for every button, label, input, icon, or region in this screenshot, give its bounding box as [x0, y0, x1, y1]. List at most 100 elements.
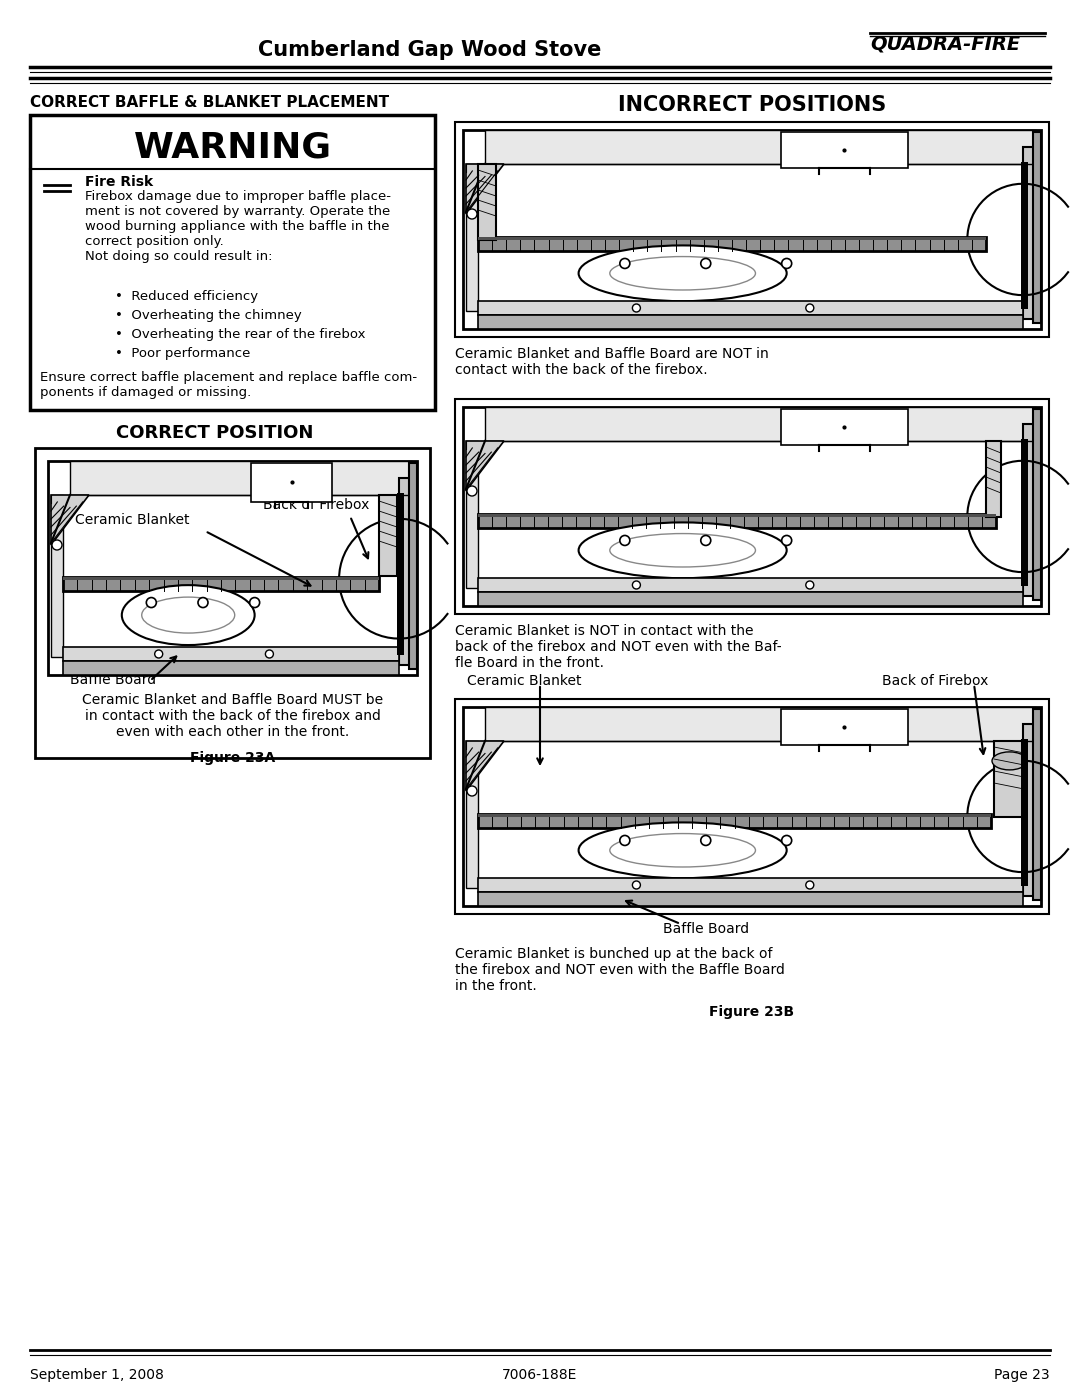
- Polygon shape: [465, 441, 504, 490]
- Bar: [478, 300, 1023, 314]
- Text: WARNING: WARNING: [134, 131, 332, 165]
- Ellipse shape: [610, 257, 756, 291]
- Circle shape: [806, 882, 814, 888]
- Bar: [1032, 409, 1041, 599]
- Circle shape: [620, 258, 630, 268]
- Text: Ceramic Blanket: Ceramic Blanket: [467, 673, 581, 687]
- Bar: [51, 495, 63, 657]
- Bar: [478, 893, 1023, 907]
- Text: Figure 23B: Figure 23B: [710, 1004, 795, 1018]
- Text: Ensure correct baffle placement and replace baffle com-
ponents if damaged or mi: Ensure correct baffle placement and repl…: [40, 372, 417, 400]
- Text: Ceramic Blanket: Ceramic Blanket: [75, 513, 189, 527]
- Bar: [397, 493, 404, 655]
- Circle shape: [620, 835, 630, 845]
- Circle shape: [633, 305, 640, 312]
- Text: Baffle Board: Baffle Board: [70, 673, 157, 687]
- Ellipse shape: [579, 522, 786, 578]
- Circle shape: [701, 258, 711, 268]
- Text: INCORRECT POSITIONS: INCORRECT POSITIONS: [618, 95, 886, 115]
- Text: Cumberland Gap Wood Stove: Cumberland Gap Wood Stove: [258, 41, 602, 60]
- Bar: [485, 130, 1036, 163]
- Bar: [485, 407, 1036, 441]
- Circle shape: [782, 835, 792, 845]
- Text: Page 23: Page 23: [995, 1368, 1050, 1382]
- Bar: [1032, 131, 1041, 323]
- Circle shape: [467, 787, 477, 796]
- Text: •  Overheating the rear of the firebox: • Overheating the rear of the firebox: [114, 328, 365, 341]
- Bar: [485, 707, 1036, 740]
- Text: Ceramic Blanket is NOT in contact with the
back of the firebox and NOT even with: Ceramic Blanket is NOT in contact with t…: [455, 624, 782, 671]
- Bar: [478, 814, 991, 828]
- Bar: [455, 122, 1049, 337]
- Ellipse shape: [610, 834, 756, 868]
- Text: CORRECT POSITION: CORRECT POSITION: [117, 425, 313, 441]
- Circle shape: [266, 650, 273, 658]
- Bar: [455, 698, 1049, 914]
- Circle shape: [782, 535, 792, 545]
- Ellipse shape: [610, 534, 756, 567]
- Bar: [1023, 147, 1041, 319]
- Bar: [35, 448, 430, 759]
- Circle shape: [806, 305, 814, 312]
- Text: Figure 23A: Figure 23A: [190, 752, 275, 766]
- Bar: [465, 740, 478, 888]
- Bar: [478, 314, 1023, 330]
- Ellipse shape: [141, 597, 234, 633]
- Bar: [781, 710, 908, 745]
- Text: Baffle Board: Baffle Board: [663, 922, 750, 936]
- Bar: [463, 407, 1041, 606]
- Polygon shape: [465, 163, 504, 214]
- Bar: [478, 578, 1023, 592]
- Circle shape: [701, 535, 711, 545]
- Circle shape: [701, 835, 711, 845]
- Bar: [63, 577, 379, 580]
- Polygon shape: [465, 740, 504, 791]
- Bar: [478, 814, 991, 817]
- Text: •  Poor performance: • Poor performance: [114, 346, 251, 360]
- Circle shape: [198, 598, 208, 608]
- Bar: [478, 514, 996, 517]
- Bar: [48, 461, 417, 675]
- Bar: [1023, 724, 1041, 895]
- Bar: [63, 647, 399, 661]
- Text: •  Overheating the chimney: • Overheating the chimney: [114, 309, 301, 321]
- Circle shape: [146, 598, 157, 608]
- Bar: [478, 163, 496, 240]
- Bar: [1021, 439, 1028, 585]
- Text: CORRECT BAFFLE & BLANKET PLACEMENT: CORRECT BAFFLE & BLANKET PLACEMENT: [30, 95, 389, 110]
- Circle shape: [467, 210, 477, 219]
- Text: Ceramic Blanket is bunched up at the back of
the firebox and NOT even with the B: Ceramic Blanket is bunched up at the bac…: [455, 947, 785, 993]
- Ellipse shape: [993, 752, 1027, 770]
- Bar: [251, 462, 333, 502]
- Bar: [63, 577, 379, 591]
- Bar: [465, 441, 478, 588]
- Text: Back of Firebox: Back of Firebox: [882, 673, 988, 687]
- Bar: [781, 131, 908, 168]
- Circle shape: [620, 535, 630, 545]
- Text: Ceramic Blanket and Baffle Board are NOT in
contact with the back of the firebox: Ceramic Blanket and Baffle Board are NOT…: [455, 346, 769, 377]
- Circle shape: [806, 581, 814, 590]
- Text: September 1, 2008: September 1, 2008: [30, 1368, 164, 1382]
- Bar: [30, 115, 435, 409]
- Polygon shape: [51, 495, 89, 545]
- Bar: [463, 707, 1041, 907]
- Bar: [994, 740, 1024, 817]
- Text: 7006-188E: 7006-188E: [502, 1368, 578, 1382]
- Text: Ceramic Blanket and Baffle Board MUST be
in contact with the back of the firebox: Ceramic Blanket and Baffle Board MUST be…: [82, 693, 383, 739]
- Bar: [478, 592, 1023, 606]
- Circle shape: [249, 598, 259, 608]
- Circle shape: [467, 486, 477, 496]
- Bar: [379, 495, 397, 577]
- Circle shape: [633, 882, 640, 888]
- Bar: [1021, 162, 1028, 309]
- Bar: [463, 130, 1041, 330]
- Circle shape: [782, 258, 792, 268]
- Bar: [399, 478, 417, 665]
- Bar: [986, 441, 1001, 517]
- Text: •  Reduced efficiency: • Reduced efficiency: [114, 291, 258, 303]
- Circle shape: [154, 650, 163, 658]
- Bar: [1032, 710, 1041, 900]
- Bar: [455, 400, 1049, 615]
- Bar: [63, 661, 399, 675]
- Circle shape: [52, 541, 62, 550]
